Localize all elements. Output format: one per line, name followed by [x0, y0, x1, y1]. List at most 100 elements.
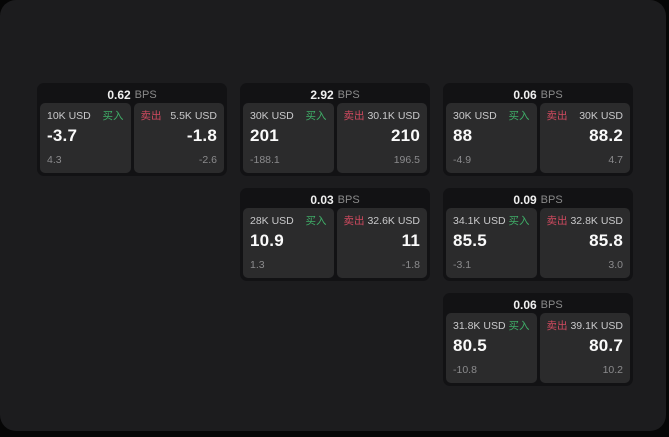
- sell-panel-header: 卖出 32.8K USD: [547, 215, 624, 228]
- bps-value: 0.62: [107, 87, 131, 102]
- sell-panel-header: 卖出 32.6K USD: [344, 215, 421, 228]
- buy-amount: 31.8K USD: [453, 320, 506, 332]
- card-header: 0.03 BPS: [243, 191, 427, 208]
- sell-price: 11: [401, 231, 420, 250]
- buy-delta: -4.9: [453, 154, 472, 166]
- sell-panel[interactable]: 卖出 30K USD 88.2 4.7: [539, 103, 630, 173]
- sell-panel[interactable]: 卖出 32.6K USD 11 -1.8: [336, 208, 427, 278]
- buy-label: 买入: [305, 215, 327, 227]
- sell-panel[interactable]: 卖出 39.1K USD 80.7 10.2: [539, 313, 630, 383]
- buy-amount: 10K USD: [47, 110, 91, 122]
- bps-unit: BPS: [540, 193, 563, 206]
- sell-amount: 32.8K USD: [570, 215, 623, 227]
- card-header: 2.92 BPS: [243, 86, 427, 103]
- bps-value: 0.09: [513, 192, 537, 207]
- buy-price: 10.9: [250, 231, 284, 250]
- sell-label: 卖出: [546, 320, 568, 332]
- buy-panel[interactable]: 31.8K USD 买入 80.5 -10.8: [446, 313, 537, 383]
- sell-amount: 39.1K USD: [570, 320, 623, 332]
- bps-unit: BPS: [337, 193, 360, 206]
- sell-panel[interactable]: 卖出 32.8K USD 85.8 3.0: [539, 208, 630, 278]
- quote-card: 0.09 BPS 34.1K USD 买入 85.5 -3.1 卖出 32.8K…: [443, 188, 633, 281]
- quote-panels: 31.8K USD 买入 80.5 -10.8 卖出 39.1K USD 80.…: [446, 313, 630, 383]
- buy-delta: -3.1: [453, 259, 472, 271]
- sell-label: 卖出: [546, 110, 568, 122]
- buy-delta: -10.8: [453, 364, 477, 376]
- sell-panel-header: 卖出 39.1K USD: [547, 320, 624, 333]
- buy-panel-header: 30K USD 买入: [250, 110, 327, 123]
- bps-unit: BPS: [134, 88, 157, 101]
- sell-panel-header: 卖出 30K USD: [547, 110, 624, 123]
- buy-panel[interactable]: 10K USD 买入 -3.7 4.3: [40, 103, 131, 173]
- buy-price: 201: [250, 126, 279, 145]
- buy-amount: 30K USD: [453, 110, 497, 122]
- buy-panel[interactable]: 28K USD 买入 10.9 1.3: [243, 208, 334, 278]
- sell-panel[interactable]: 卖出 30.1K USD 210 196.5: [336, 103, 427, 173]
- buy-amount: 28K USD: [250, 215, 294, 227]
- card-header: 0.06 BPS: [446, 296, 630, 313]
- sell-panel-header: 卖出 30.1K USD: [344, 110, 421, 123]
- quote-card: 0.06 BPS 31.8K USD 买入 80.5 -10.8 卖出 39.1…: [443, 293, 633, 386]
- quote-panels: 28K USD 买入 10.9 1.3 卖出 32.6K USD 11 -1.8: [243, 208, 427, 278]
- buy-price: 85.5: [453, 231, 487, 250]
- buy-panel[interactable]: 30K USD 买入 201 -188.1: [243, 103, 334, 173]
- sell-panel[interactable]: 卖出 5.5K USD -1.8 -2.6: [133, 103, 224, 173]
- quote-panels: 30K USD 买入 201 -188.1 卖出 30.1K USD 210 1…: [243, 103, 427, 173]
- buy-delta: 4.3: [47, 154, 62, 166]
- quote-card: 0.06 BPS 30K USD 买入 88 -4.9 卖出 30K USD 8…: [443, 83, 633, 176]
- buy-label: 买入: [508, 215, 530, 227]
- sell-price: 88.2: [589, 126, 623, 145]
- sell-delta: 10.2: [602, 364, 623, 376]
- sell-delta: -1.8: [401, 259, 420, 271]
- sell-delta: 4.7: [608, 154, 623, 166]
- sell-panel-header: 卖出 5.5K USD: [141, 110, 218, 123]
- buy-amount: 30K USD: [250, 110, 294, 122]
- sell-delta: 3.0: [608, 259, 623, 271]
- buy-label: 买入: [305, 110, 327, 122]
- buy-label: 买入: [508, 110, 530, 122]
- cards-grid: 0.62 BPS 10K USD 买入 -3.7 4.3 卖出 5.5K USD…: [37, 83, 633, 386]
- sell-label: 卖出: [140, 110, 162, 122]
- bps-unit: BPS: [540, 88, 563, 101]
- quote-card: 0.62 BPS 10K USD 买入 -3.7 4.3 卖出 5.5K USD…: [37, 83, 227, 176]
- buy-panel-header: 34.1K USD 买入: [453, 215, 530, 228]
- buy-panel-header: 31.8K USD 买入: [453, 320, 530, 333]
- sell-amount: 30.1K USD: [367, 110, 420, 122]
- card-header: 0.62 BPS: [40, 86, 224, 103]
- sell-price: 210: [391, 126, 420, 145]
- quote-panels: 30K USD 买入 88 -4.9 卖出 30K USD 88.2 4.7: [446, 103, 630, 173]
- quote-panels: 10K USD 买入 -3.7 4.3 卖出 5.5K USD -1.8 -2.…: [40, 103, 224, 173]
- buy-label: 买入: [508, 320, 530, 332]
- quote-card: 0.03 BPS 28K USD 买入 10.9 1.3 卖出 32.6K US…: [240, 188, 430, 281]
- buy-price: -3.7: [47, 126, 78, 145]
- buy-price: 88: [453, 126, 473, 145]
- buy-panel-header: 10K USD 买入: [47, 110, 124, 123]
- sell-amount: 32.6K USD: [367, 215, 420, 227]
- buy-amount: 34.1K USD: [453, 215, 506, 227]
- buy-panel-header: 30K USD 买入: [453, 110, 530, 123]
- quote-panels: 34.1K USD 买入 85.5 -3.1 卖出 32.8K USD 85.8…: [446, 208, 630, 278]
- sell-delta: 196.5: [393, 154, 420, 166]
- sell-price: 80.7: [589, 336, 623, 355]
- bps-value: 0.06: [513, 87, 537, 102]
- card-header: 0.06 BPS: [446, 86, 630, 103]
- buy-panel[interactable]: 30K USD 买入 88 -4.9: [446, 103, 537, 173]
- sell-price: 85.8: [589, 231, 623, 250]
- bps-value: 0.03: [310, 192, 334, 207]
- bps-unit: BPS: [540, 298, 563, 311]
- bps-unit: BPS: [337, 88, 360, 101]
- sell-amount: 5.5K USD: [170, 110, 217, 122]
- sell-label: 卖出: [343, 110, 365, 122]
- buy-panel-header: 28K USD 买入: [250, 215, 327, 228]
- quote-card: 2.92 BPS 30K USD 买入 201 -188.1 卖出 30.1K …: [240, 83, 430, 176]
- bps-value: 0.06: [513, 297, 537, 312]
- buy-delta: -188.1: [250, 154, 280, 166]
- buy-delta: 1.3: [250, 259, 265, 271]
- sell-amount: 30K USD: [579, 110, 623, 122]
- sell-delta: -2.6: [198, 154, 217, 166]
- buy-label: 买入: [102, 110, 124, 122]
- bps-value: 2.92: [310, 87, 334, 102]
- card-header: 0.09 BPS: [446, 191, 630, 208]
- buy-panel[interactable]: 34.1K USD 买入 85.5 -3.1: [446, 208, 537, 278]
